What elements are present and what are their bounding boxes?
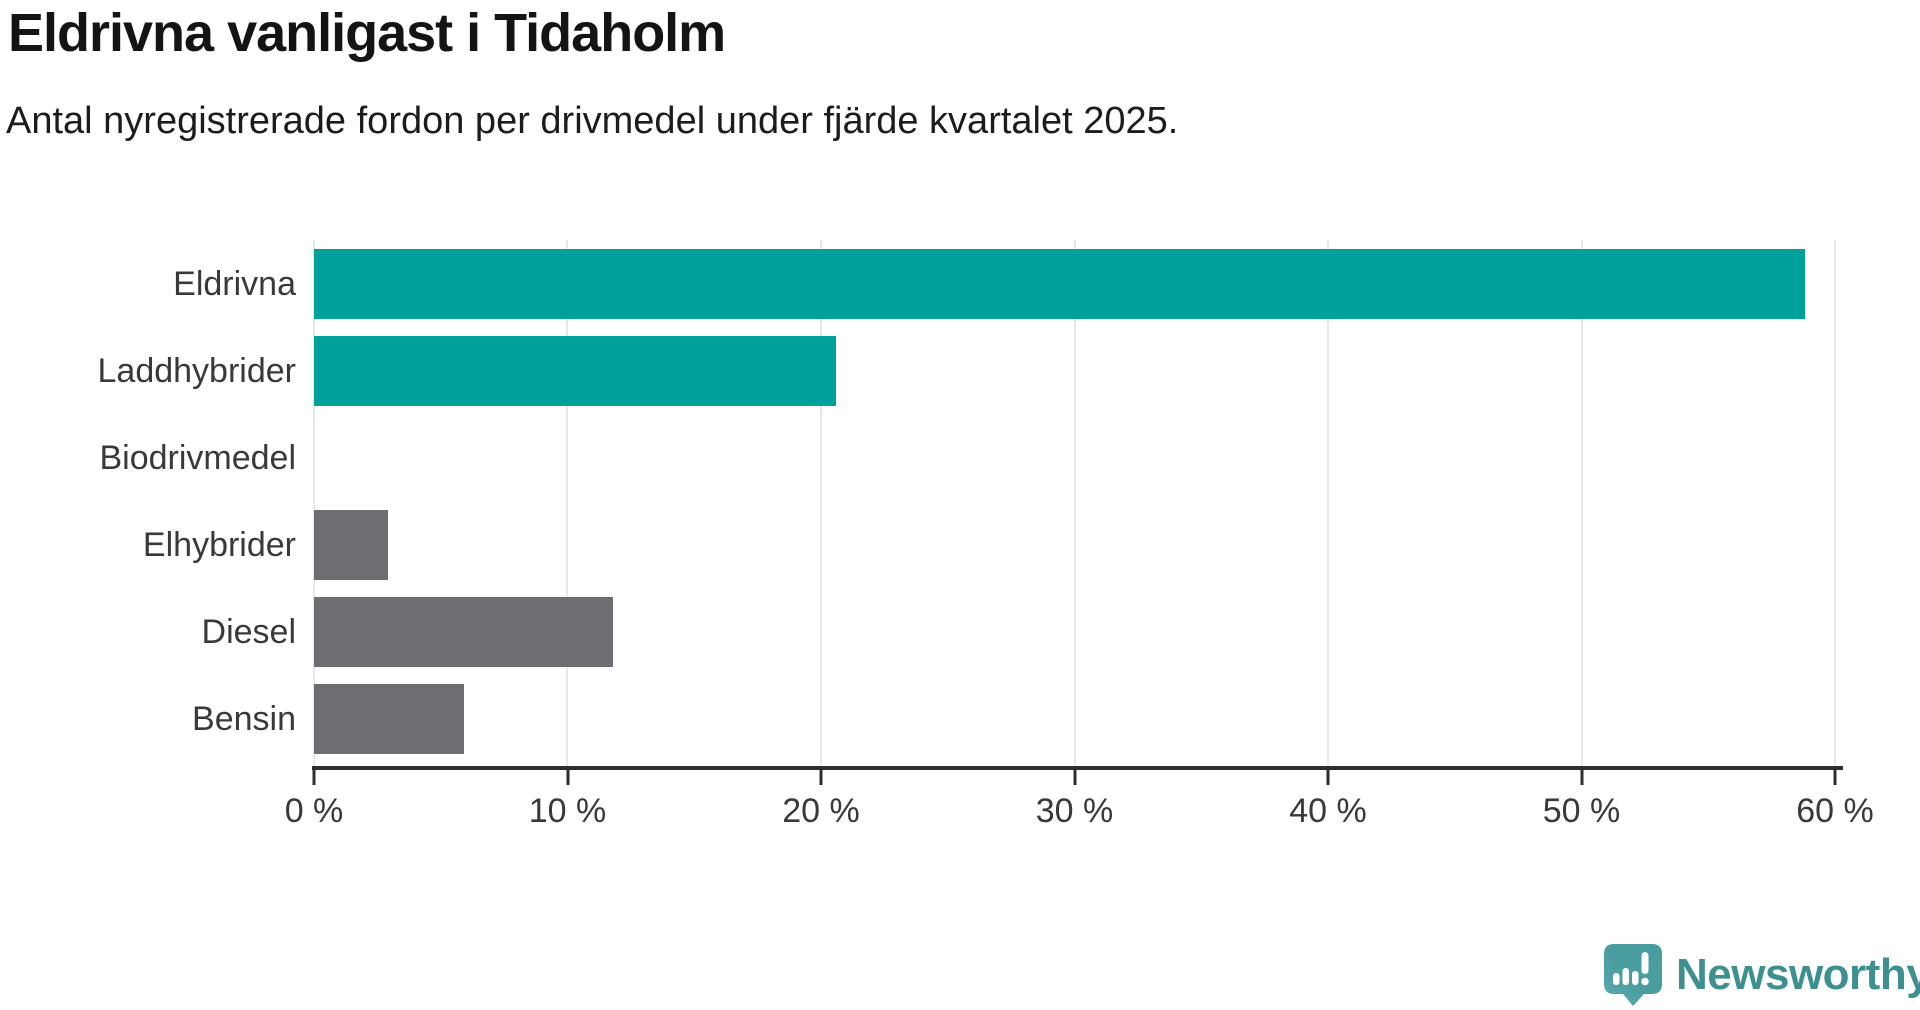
- bar-elhybrider: [314, 510, 388, 580]
- x-tick-label: 20 %: [782, 792, 860, 830]
- bar-bensin: [314, 684, 464, 754]
- x-axis-line: [312, 766, 1843, 770]
- newsworthy-logo-text: Newsworthy: [1676, 950, 1920, 999]
- newsworthy-logo: Newsworthy: [1604, 944, 1920, 1006]
- gridline: [819, 240, 822, 766]
- chart-title: Eldrivna vanligast i Tidaholm: [8, 3, 726, 63]
- bar-laddhybrider: [314, 336, 837, 406]
- x-tick-label: 50 %: [1542, 792, 1621, 830]
- x-axis-tick: [1326, 770, 1330, 785]
- chart-row: Elhybrider: [143, 510, 1835, 580]
- x-tick-label: 30 %: [1035, 792, 1114, 830]
- chart-subtitle: Antal nyregistrerade fordon per drivmede…: [6, 100, 1179, 142]
- x-axis-tick: [1833, 770, 1837, 785]
- category-label: Diesel: [201, 613, 296, 651]
- x-tick-label: 10 %: [528, 792, 607, 830]
- gridline: [313, 240, 315, 766]
- x-axis-tick: [819, 770, 823, 785]
- chart-row: Diesel: [202, 597, 1835, 667]
- x-axis-tick: [1580, 770, 1583, 785]
- gridline: [1326, 240, 1329, 766]
- gridline: [1834, 240, 1836, 766]
- gridline: [566, 240, 569, 766]
- x-axis-tick: [566, 770, 569, 785]
- bar-eldrivna: [314, 249, 1805, 319]
- gridline: [1073, 240, 1076, 766]
- x-axis-tick: [1073, 770, 1076, 785]
- category-label: Eldrivna: [173, 265, 296, 303]
- x-tick-label: 40 %: [1289, 792, 1367, 830]
- x-axis-tick: [312, 770, 316, 785]
- chart-row: Eldrivna: [173, 249, 1835, 319]
- category-label: Bensin: [192, 700, 296, 738]
- category-label: Elhybrider: [142, 526, 296, 564]
- bar-diesel: [314, 597, 614, 667]
- chart-row: Bensin: [192, 684, 1835, 754]
- gridline: [1580, 240, 1583, 766]
- category-label: Biodrivmedel: [99, 439, 296, 477]
- bar-chart-plot-area: 0 % 10 % 20 % 30 % 40 % 50 % 60 % Eldrivna Laddh…: [98, 240, 1874, 830]
- x-tick-label: 0 %: [284, 792, 344, 830]
- chart-row: Biodrivmedel: [99, 423, 1835, 493]
- newsworthy-logo-icon: [1604, 944, 1662, 1006]
- chart-row: Laddhybrider: [98, 336, 1835, 406]
- category-label: Laddhybrider: [97, 352, 296, 390]
- x-tick-label: 60 %: [1796, 792, 1874, 830]
